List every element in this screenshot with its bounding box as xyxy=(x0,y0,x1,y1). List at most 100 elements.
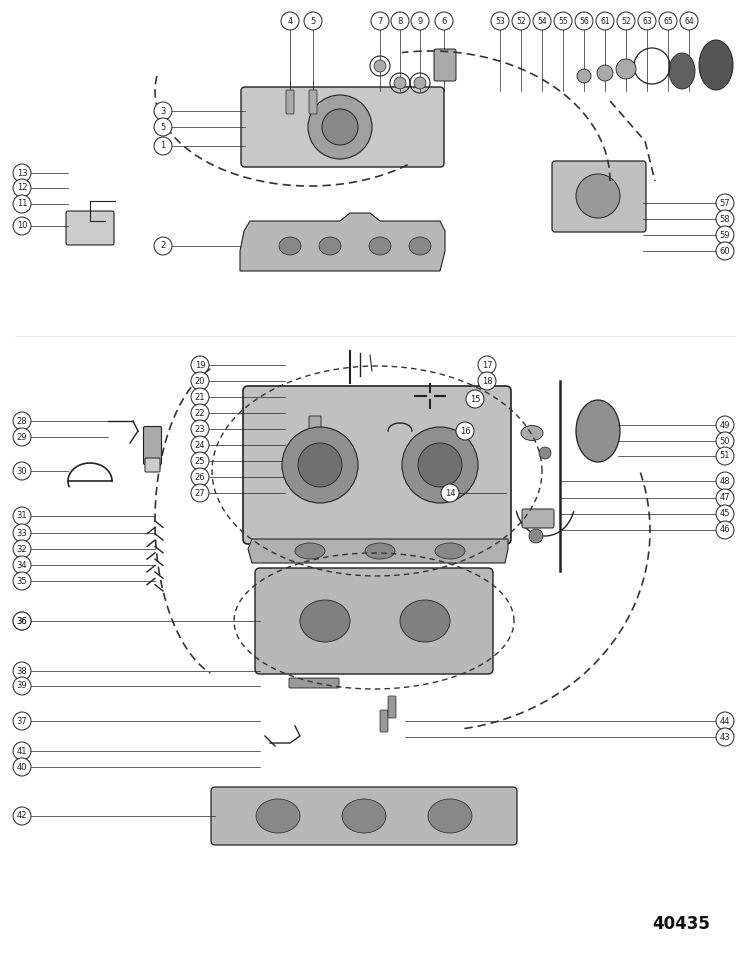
Circle shape xyxy=(13,179,31,197)
Ellipse shape xyxy=(669,53,695,89)
Text: 29: 29 xyxy=(16,432,27,441)
Circle shape xyxy=(554,12,572,30)
Text: 14: 14 xyxy=(445,488,455,498)
Text: 3: 3 xyxy=(160,107,166,115)
Text: 10: 10 xyxy=(16,221,27,231)
Circle shape xyxy=(716,728,734,746)
FancyBboxPatch shape xyxy=(309,90,317,114)
Text: 60: 60 xyxy=(720,247,730,256)
Circle shape xyxy=(680,12,698,30)
Circle shape xyxy=(539,447,551,459)
Text: 11: 11 xyxy=(16,200,27,209)
Ellipse shape xyxy=(435,543,465,559)
Circle shape xyxy=(435,12,453,30)
Circle shape xyxy=(402,427,478,503)
Ellipse shape xyxy=(369,237,391,255)
Text: 57: 57 xyxy=(720,199,730,208)
FancyBboxPatch shape xyxy=(289,678,339,688)
Text: 31: 31 xyxy=(16,511,27,521)
Text: 16: 16 xyxy=(460,427,470,435)
Polygon shape xyxy=(248,539,508,563)
FancyBboxPatch shape xyxy=(434,49,456,81)
Text: 48: 48 xyxy=(720,477,730,485)
Circle shape xyxy=(191,388,209,406)
Circle shape xyxy=(13,507,31,525)
Circle shape xyxy=(716,472,734,490)
Text: 43: 43 xyxy=(720,732,730,742)
Text: 28: 28 xyxy=(16,416,27,426)
Text: 7: 7 xyxy=(377,16,382,26)
Text: 33: 33 xyxy=(16,529,27,537)
Polygon shape xyxy=(240,213,445,271)
Text: 49: 49 xyxy=(720,421,730,430)
Circle shape xyxy=(616,59,636,79)
Circle shape xyxy=(13,712,31,730)
Text: 54: 54 xyxy=(537,16,547,26)
Circle shape xyxy=(533,12,551,30)
Text: 59: 59 xyxy=(720,231,730,239)
Circle shape xyxy=(304,12,322,30)
Circle shape xyxy=(191,404,209,422)
FancyBboxPatch shape xyxy=(255,568,493,674)
Circle shape xyxy=(13,758,31,776)
Circle shape xyxy=(154,118,172,136)
FancyBboxPatch shape xyxy=(211,787,517,845)
FancyBboxPatch shape xyxy=(286,90,294,114)
Circle shape xyxy=(716,521,734,539)
Circle shape xyxy=(13,195,31,213)
Ellipse shape xyxy=(699,40,733,90)
Circle shape xyxy=(298,443,342,487)
Text: 41: 41 xyxy=(16,747,27,755)
Text: 64: 64 xyxy=(684,16,694,26)
Text: 5: 5 xyxy=(160,122,166,132)
Ellipse shape xyxy=(342,799,386,833)
Text: 1: 1 xyxy=(160,141,166,151)
Circle shape xyxy=(191,420,209,438)
Circle shape xyxy=(13,164,31,182)
Circle shape xyxy=(191,356,209,374)
Circle shape xyxy=(575,12,593,30)
Circle shape xyxy=(13,412,31,430)
Circle shape xyxy=(13,612,31,630)
Circle shape xyxy=(191,372,209,390)
Text: 30: 30 xyxy=(16,466,27,476)
Text: 13: 13 xyxy=(16,168,27,178)
Circle shape xyxy=(418,443,462,487)
Circle shape xyxy=(716,210,734,228)
Circle shape xyxy=(414,77,426,89)
Circle shape xyxy=(411,12,429,30)
Circle shape xyxy=(617,12,635,30)
Circle shape xyxy=(441,484,459,502)
Circle shape xyxy=(308,95,372,159)
FancyBboxPatch shape xyxy=(143,427,161,464)
Circle shape xyxy=(13,677,31,695)
Circle shape xyxy=(716,505,734,523)
Text: 19: 19 xyxy=(195,360,206,369)
Circle shape xyxy=(716,416,734,434)
Ellipse shape xyxy=(256,799,300,833)
Ellipse shape xyxy=(428,799,472,833)
Text: 21: 21 xyxy=(195,392,206,402)
FancyBboxPatch shape xyxy=(145,458,160,472)
Text: 17: 17 xyxy=(482,360,492,369)
Circle shape xyxy=(466,390,484,408)
Text: 51: 51 xyxy=(720,452,730,460)
Text: 26: 26 xyxy=(195,473,206,481)
Circle shape xyxy=(154,102,172,120)
Ellipse shape xyxy=(365,543,395,559)
Circle shape xyxy=(191,484,209,502)
Text: 52: 52 xyxy=(516,16,526,26)
Text: 9: 9 xyxy=(417,16,423,26)
Circle shape xyxy=(13,662,31,680)
Circle shape xyxy=(478,356,496,374)
Circle shape xyxy=(456,422,474,440)
Text: 40: 40 xyxy=(16,762,27,772)
Text: 25: 25 xyxy=(195,456,206,465)
Circle shape xyxy=(322,109,358,145)
Text: 22: 22 xyxy=(195,408,206,417)
Circle shape xyxy=(191,452,209,470)
Circle shape xyxy=(13,540,31,558)
Circle shape xyxy=(716,712,734,730)
Text: 36: 36 xyxy=(16,617,27,626)
Text: 40435: 40435 xyxy=(652,915,710,933)
